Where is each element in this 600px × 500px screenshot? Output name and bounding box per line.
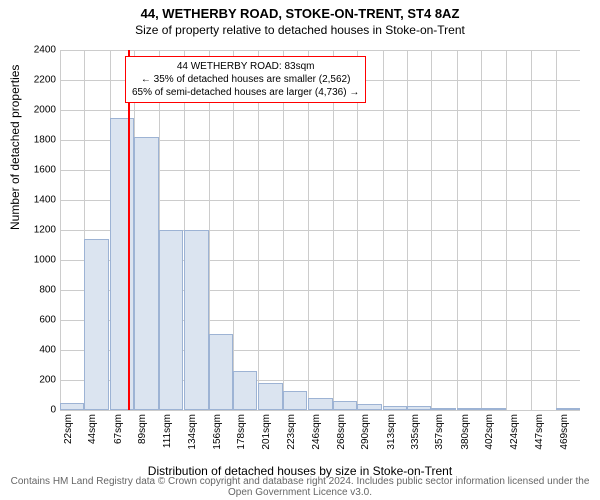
- y-tick-label: 2200: [16, 75, 56, 86]
- grid-line: [308, 50, 309, 410]
- grid-line: [283, 50, 284, 410]
- y-tick-label: 1800: [16, 135, 56, 146]
- grid-line: [60, 410, 580, 411]
- attribution-text: Contains HM Land Registry data © Crown c…: [0, 476, 600, 498]
- plot-area: 0200400600800100012001400160018002000220…: [60, 50, 580, 410]
- histogram-bar: [209, 334, 233, 411]
- histogram-bar: [308, 398, 332, 410]
- x-tick-label: 134sqm: [187, 414, 198, 450]
- grid-line: [258, 50, 259, 410]
- x-tick-label: 67sqm: [113, 414, 124, 444]
- annotation-line: 44 WETHERBY ROAD: 83sqm: [132, 60, 359, 73]
- grid-line: [506, 50, 507, 410]
- x-tick-label: 469sqm: [559, 414, 570, 450]
- x-tick-label: 380sqm: [460, 414, 471, 450]
- grid-line: [60, 110, 580, 111]
- x-tick-label: 290sqm: [360, 414, 371, 450]
- histogram-bar: [431, 408, 455, 410]
- histogram-bar: [357, 404, 381, 410]
- histogram-bar: [159, 230, 183, 410]
- x-tick-label: 357sqm: [434, 414, 445, 450]
- grid-line: [60, 50, 61, 410]
- grid-line: [407, 50, 408, 410]
- grid-line: [556, 50, 557, 410]
- x-tick-label: 424sqm: [509, 414, 520, 450]
- histogram-bar: [556, 408, 580, 410]
- histogram-bar: [134, 137, 158, 410]
- y-tick-label: 2400: [16, 45, 56, 56]
- x-tick-label: 22sqm: [63, 414, 74, 444]
- grid-line: [481, 50, 482, 410]
- x-tick-label: 201sqm: [261, 414, 272, 450]
- x-tick-label: 246sqm: [311, 414, 322, 450]
- annotation-line: ← 35% of detached houses are smaller (2,…: [132, 73, 359, 86]
- x-tick-label: 447sqm: [534, 414, 545, 450]
- histogram-bar: [233, 371, 257, 410]
- x-tick-label: 111sqm: [162, 414, 173, 448]
- x-tick-label: 156sqm: [212, 414, 223, 450]
- x-tick-label: 178sqm: [236, 414, 247, 450]
- x-tick-label: 89sqm: [137, 414, 148, 444]
- histogram-bar: [407, 406, 431, 411]
- y-tick-label: 600: [16, 315, 56, 326]
- histogram-bar: [258, 383, 282, 410]
- x-tick-label: 268sqm: [336, 414, 347, 450]
- y-tick-label: 1000: [16, 255, 56, 266]
- y-tick-label: 2000: [16, 105, 56, 116]
- y-tick-label: 800: [16, 285, 56, 296]
- x-tick-label: 223sqm: [286, 414, 297, 450]
- x-tick-label: 44sqm: [87, 414, 98, 444]
- annotation-line: 65% of semi-detached houses are larger (…: [132, 86, 359, 99]
- histogram-bar: [110, 118, 134, 411]
- y-tick-label: 0: [16, 405, 56, 416]
- grid-line: [357, 50, 358, 410]
- grid-line: [457, 50, 458, 410]
- histogram-bar: [481, 408, 505, 410]
- histogram-bar: [283, 391, 307, 411]
- histogram-bar: [84, 239, 108, 410]
- grid-line: [233, 50, 234, 410]
- grid-line: [431, 50, 432, 410]
- y-tick-label: 200: [16, 375, 56, 386]
- histogram-bar: [383, 406, 407, 411]
- histogram-bar: [457, 408, 481, 410]
- y-tick-label: 1600: [16, 165, 56, 176]
- x-tick-label: 402sqm: [484, 414, 495, 450]
- chart-subtitle: Size of property relative to detached ho…: [0, 21, 600, 37]
- histogram-bar: [333, 401, 357, 410]
- grid-line: [333, 50, 334, 410]
- property-marker-line: [128, 50, 130, 410]
- y-tick-label: 1400: [16, 195, 56, 206]
- grid-line: [531, 50, 532, 410]
- x-tick-label: 335sqm: [410, 414, 421, 450]
- annotation-box: 44 WETHERBY ROAD: 83sqm← 35% of detached…: [125, 56, 366, 103]
- histogram-bar: [184, 230, 208, 410]
- chart-container: 44, WETHERBY ROAD, STOKE-ON-TRENT, ST4 8…: [0, 0, 600, 500]
- histogram-bar: [60, 403, 84, 411]
- grid-line: [383, 50, 384, 410]
- x-tick-label: 313sqm: [386, 414, 397, 450]
- chart-title: 44, WETHERBY ROAD, STOKE-ON-TRENT, ST4 8…: [0, 0, 600, 21]
- y-tick-label: 400: [16, 345, 56, 356]
- y-tick-label: 1200: [16, 225, 56, 236]
- grid-line: [60, 50, 580, 51]
